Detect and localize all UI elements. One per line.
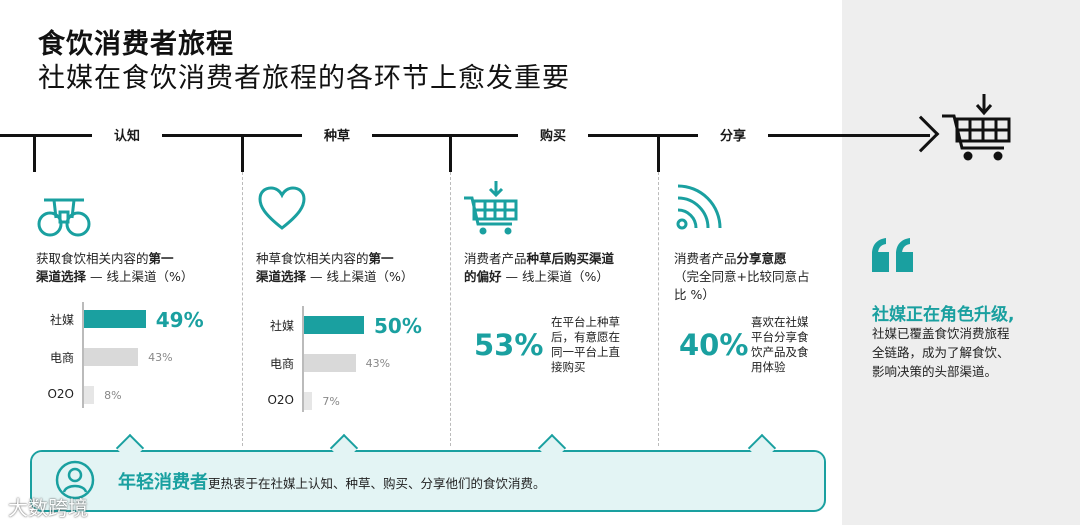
- callout-notch-cover: [32, 452, 824, 472]
- bar-label: O2O: [267, 393, 294, 407]
- bar: [84, 386, 95, 404]
- column-divider: [658, 172, 659, 446]
- col4-detail: 喜欢在社媒 平台分享食 饮产品及食 用体验: [751, 315, 809, 374]
- stage-seeding: 种草: [302, 125, 373, 144]
- stage-share: 分享: [698, 125, 769, 144]
- quote-icon: [872, 238, 913, 272]
- col3-description: 消费者产品种草后购买渠道 的偏好 — 线上渠道（%）: [464, 251, 615, 284]
- right-body: 社媒已覆盖食饮消费旅程 全链路，成为了解食饮、 影响决策的头部渠道。: [872, 326, 1010, 379]
- column-divider: [450, 172, 451, 446]
- bar-label: 电商: [49, 351, 74, 365]
- bar-value: 8%: [104, 389, 122, 402]
- cart-icon: [464, 181, 518, 235]
- callout-text: 年轻消费者更热衷于在社媒上认知、种草、购买、分享他们的食饮消费。: [118, 472, 546, 493]
- bar: [84, 310, 146, 328]
- bar: [304, 354, 356, 372]
- timeline-line: [0, 134, 930, 137]
- bar-label: 社媒: [269, 319, 294, 333]
- col3-percentage: 53%: [474, 328, 544, 362]
- bar-label: 电商: [269, 357, 294, 371]
- bar-axis: [82, 302, 84, 408]
- bar-axis: [302, 306, 304, 412]
- bar-value: 43%: [365, 357, 391, 370]
- page-subtitle: 社媒在食饮消费者旅程的各环节上愈发重要: [38, 63, 570, 94]
- watermark: 大数跨境: [8, 496, 88, 520]
- bar-label: O2O: [47, 387, 74, 401]
- timeline-tick: [449, 134, 452, 172]
- bar-value: 50%: [374, 314, 422, 338]
- heart-icon: [258, 186, 306, 230]
- right-title: 社媒正在角色升级,: [872, 305, 1015, 325]
- col1-description: 获取食饮相关内容的第一 渠道选择 — 线上渠道（%）: [36, 251, 194, 284]
- col3-detail: 在平台上种草 后，有意愿在 同一平台上直 接购买: [551, 315, 620, 374]
- col4-percentage: 40%: [679, 328, 749, 362]
- bar: [304, 392, 313, 410]
- col4-description: 消费者产品分享意愿 （完全同意+比较同意占 比 %）: [674, 251, 810, 302]
- stage-awareness: 认知: [92, 125, 163, 144]
- bar-value: 7%: [322, 395, 340, 408]
- stage-purchase: 购买: [518, 125, 589, 144]
- bar-value: 49%: [155, 308, 204, 332]
- bar-label: 社媒: [49, 313, 74, 327]
- timeline-tick: [241, 134, 244, 172]
- user-icon: [55, 460, 95, 500]
- bar: [304, 316, 364, 334]
- column-divider: [242, 172, 243, 446]
- bar: [84, 348, 139, 366]
- timeline-tick: [33, 134, 36, 172]
- cart-arrow-icon: [942, 94, 1011, 161]
- wifi-share-icon: [676, 184, 722, 230]
- bar-value: 43%: [148, 351, 173, 364]
- col2-description: 种草食饮相关内容的第一 渠道选择 — 线上渠道（%）: [256, 251, 414, 284]
- binoculars-icon: [37, 198, 91, 237]
- page-title: 食饮消费者旅程: [38, 29, 234, 60]
- timeline-tick: [657, 134, 660, 172]
